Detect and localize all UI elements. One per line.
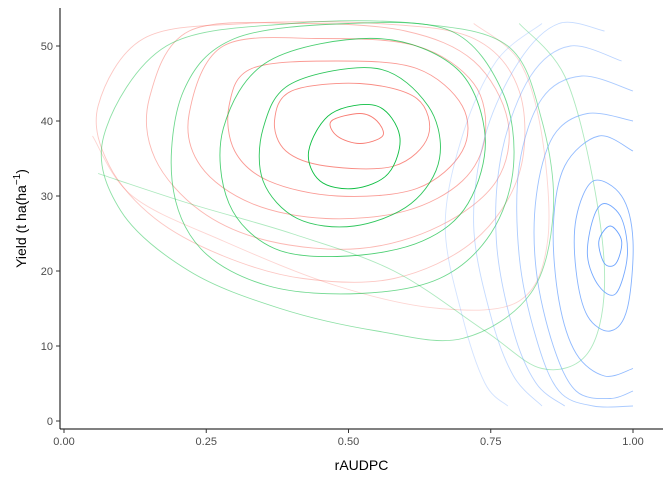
contour-line [495,45,622,407]
contour-line [473,21,605,407]
y-axis-ticks: 0 10 20 30 40 50 [41,41,60,428]
y-axis-title-close: ) [13,169,29,174]
contour-series-2 [444,21,634,408]
x-tick-label: 0.25 [196,436,217,448]
contour-line [258,67,441,228]
contour-line [187,37,487,220]
x-tick-label: 1.00 [622,436,643,448]
contour-line [273,82,431,170]
contour-line [552,135,634,377]
contour-line [170,21,515,295]
contour-line [573,179,634,332]
x-axis-title: rAUDPC [335,457,389,473]
contour-layer [92,20,634,408]
y-tick-label: 0 [47,416,53,428]
contour-line [95,21,526,283]
x-tick-label: 0.00 [53,436,74,448]
y-tick-label: 30 [41,191,53,203]
y-tick-label: 10 [41,341,53,353]
contour-line [533,112,634,400]
contour-line [307,104,401,190]
x-tick-label: 0.50 [338,436,359,448]
contour-line [145,22,510,250]
contour-line [92,23,550,311]
y-axis-title: Yield (t ha(ha−1) [12,169,29,268]
contour-line [227,60,469,197]
y-axis-title-main: Yield (t ha(ha [13,185,29,268]
y-tick-label: 20 [41,266,53,278]
contour-line [97,23,606,371]
contour-line [100,20,555,342]
contour-line [516,75,634,408]
y-axis-title-sup: −1 [12,173,23,185]
contour-line [219,37,486,258]
x-axis-ticks: 0.00 0.25 0.50 0.75 1.00 [53,429,644,448]
contour-line [586,203,628,296]
y-tick-label: 50 [41,41,53,53]
contour-line [444,23,543,407]
x-tick-label: 0.75 [480,436,501,448]
contour-series-0 [92,21,550,311]
contour-line [598,225,623,267]
contour-line [329,113,384,144]
contour-series-1 [97,20,606,371]
y-tick-label: 40 [41,116,53,128]
